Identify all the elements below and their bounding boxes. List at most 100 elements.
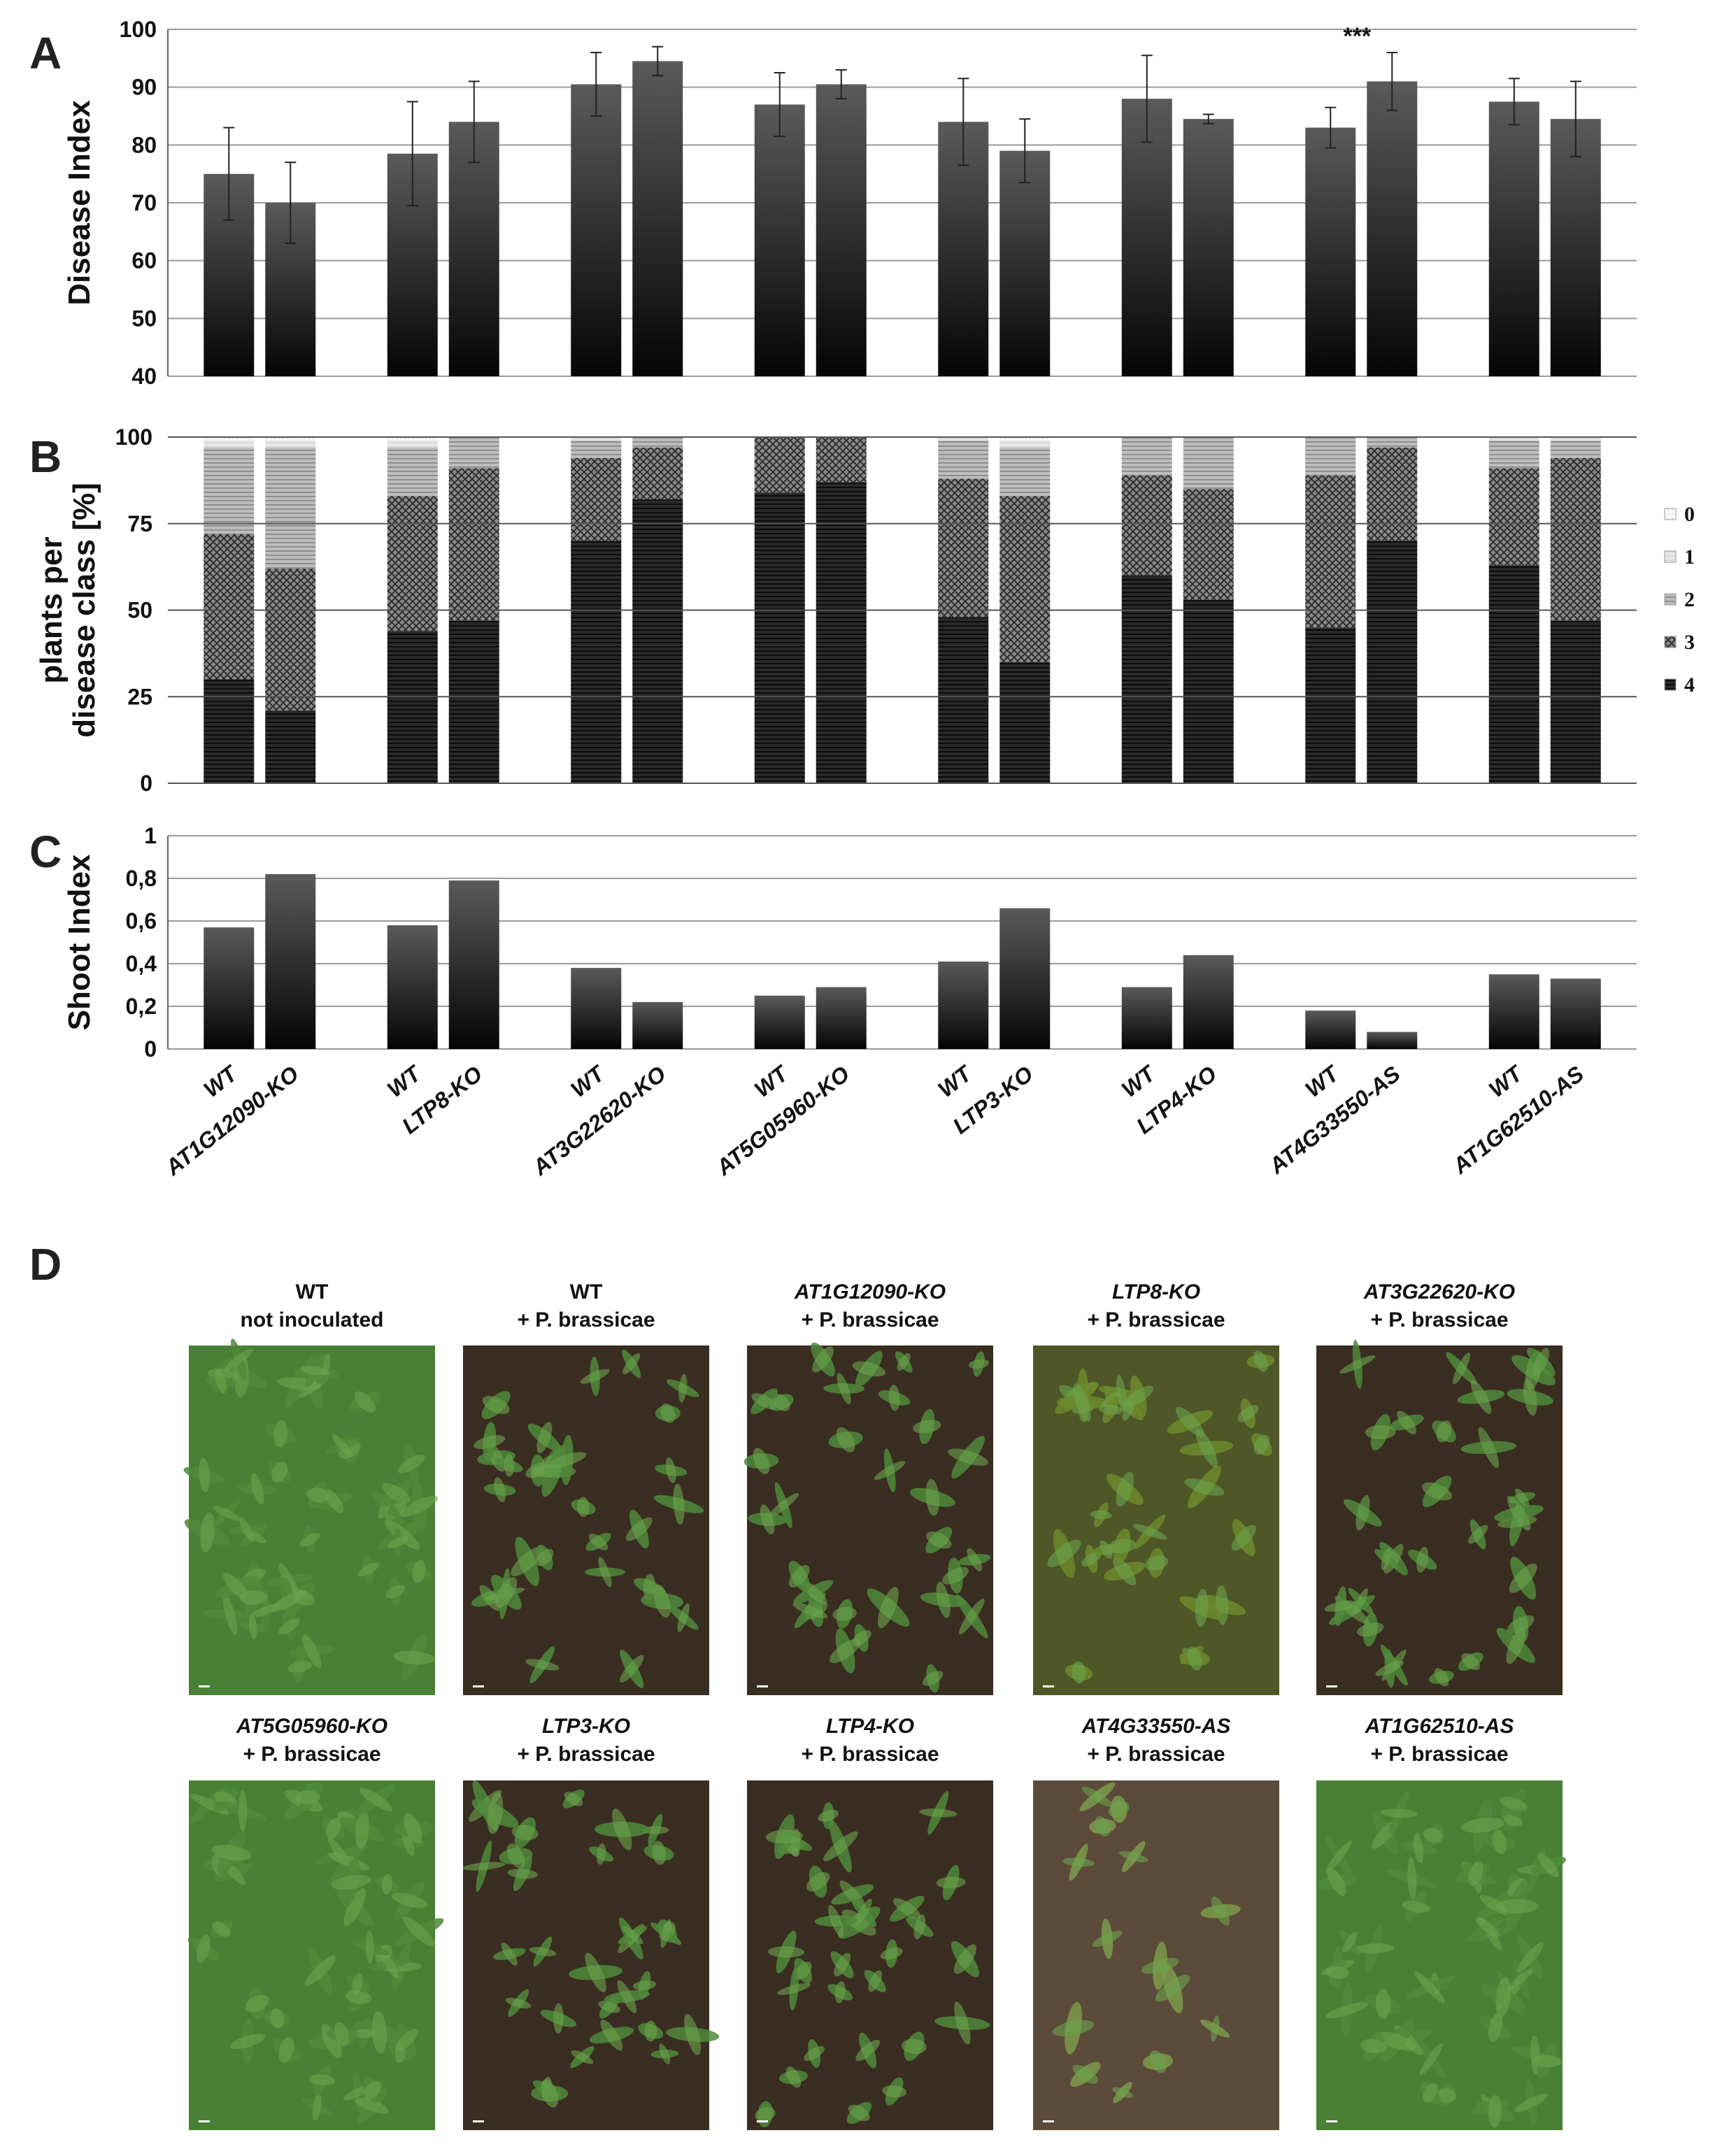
leaf-mark xyxy=(755,2107,776,2122)
chart-b-tick-label: 50 xyxy=(127,598,152,623)
leaf-mark xyxy=(677,1603,690,1632)
leaf-mark xyxy=(788,1565,810,1588)
leaf-mark xyxy=(612,1808,632,1850)
photo-title-line2: + P. brassicae xyxy=(1370,1308,1508,1332)
leaf-mark xyxy=(248,1614,257,1639)
leaf-mark xyxy=(1195,1588,1209,1627)
leaf-mark xyxy=(832,1606,857,1621)
chart-b-bar-segment-class-1 xyxy=(938,437,989,441)
chart-b-bar-segment-class-2 xyxy=(1488,440,1539,469)
scale-bar xyxy=(757,2120,768,2122)
chart-c-bar xyxy=(938,961,989,1049)
chart-b-tick-label: 100 xyxy=(115,424,152,450)
chart-b-tick-label: 0 xyxy=(140,771,152,796)
leaf-mark xyxy=(308,2074,335,2086)
leaf-mark xyxy=(296,1790,320,1805)
chart-c-bar xyxy=(204,927,255,1049)
chart-b-stacked-bars xyxy=(204,437,1601,783)
leaf-mark xyxy=(321,2024,342,2059)
leaf-mark xyxy=(1537,1852,1559,1878)
chart-b-bar-segment-class-0 xyxy=(999,437,1051,441)
photo-title-line1: AT3G22620-KO xyxy=(1363,1280,1515,1304)
leaf-mark xyxy=(1353,1588,1369,1615)
leaf-mark xyxy=(1509,1563,1537,1593)
leaf-mark xyxy=(1101,1391,1120,1408)
chart-b-bar-segment-class-2 xyxy=(571,440,622,458)
leaf-mark xyxy=(394,2028,418,2052)
leaf-mark xyxy=(792,1602,828,1619)
chart-b-grid xyxy=(168,436,1637,784)
leaf-mark xyxy=(880,1947,903,1960)
leaf-mark xyxy=(387,1536,408,1548)
leaf-mark xyxy=(300,1366,330,1376)
leaf-mark xyxy=(535,1548,554,1566)
leaf-mark xyxy=(1123,1385,1153,1408)
leaf-mark xyxy=(897,1352,911,1371)
leaf-mark xyxy=(250,1473,264,1505)
photo-title-line1: WT xyxy=(296,1280,329,1304)
chart-c-bar xyxy=(1367,1031,1418,1049)
leaf-mark xyxy=(1342,1932,1358,1953)
chart-b-legend-label: 1 xyxy=(1684,545,1695,569)
leaf-mark xyxy=(954,2001,971,2045)
leaf-mark xyxy=(868,1970,883,1992)
leaf-mark xyxy=(753,1448,770,1475)
leaf-mark xyxy=(855,2039,880,2062)
leaf-mark xyxy=(1495,1977,1511,2018)
chart-b-bar-segment-class-4 xyxy=(1121,576,1172,783)
chart-b-bar-segment-class-0 xyxy=(265,437,316,441)
photo-title-line1: LTP4-KO xyxy=(826,1715,914,1738)
leaf-mark xyxy=(1095,1816,1111,1837)
leaf-mark xyxy=(199,1457,211,1493)
scale-bar xyxy=(199,2120,210,2122)
chart-a-bar xyxy=(816,84,867,377)
panel-letter-c: C xyxy=(29,827,62,877)
chart-b-bar-segment-class-4 xyxy=(1367,541,1418,783)
leaf-mark xyxy=(1523,1378,1537,1416)
chart-b-bar-segment-class-3 xyxy=(265,569,316,711)
chart-b-bar-segment-class-2 xyxy=(387,447,438,497)
leaf-mark xyxy=(1237,1404,1259,1422)
chart-b-bar-segment-class-3 xyxy=(204,534,255,680)
chart-b-legend-swatch xyxy=(1664,636,1677,648)
scale-bar xyxy=(199,1685,210,1687)
chart-b-bar-segment-class-2 xyxy=(204,447,255,534)
chart-c-x-label: WT xyxy=(383,1060,427,1103)
panel-letter-d: D xyxy=(29,1239,62,1290)
leaf-mark xyxy=(598,2001,620,2013)
leaf-mark xyxy=(834,1980,846,2004)
leaf-mark xyxy=(334,2022,349,2046)
chart-b-bar-segment-class-2 xyxy=(1183,437,1234,490)
leaf-mark xyxy=(1488,2013,1503,2042)
chart-b-bar-segment-class-1 xyxy=(999,440,1051,448)
chart-b-bar-segment-class-3 xyxy=(1488,468,1539,566)
photo-tile: LTP8-KO + P. brassicae xyxy=(1033,1280,1279,1695)
leaf-mark xyxy=(836,1427,855,1452)
chart-c-bar xyxy=(1121,987,1172,1049)
chart-b-tick-label: 75 xyxy=(127,511,152,536)
leaf-mark xyxy=(768,1492,799,1518)
leaf-mark xyxy=(1113,1557,1137,1586)
leaf-mark xyxy=(751,1393,777,1410)
chart-a-tick-label: 50 xyxy=(131,306,157,331)
leaf-mark xyxy=(239,1590,268,1605)
leaf-mark xyxy=(354,1391,376,1413)
leaf-mark xyxy=(1108,1801,1130,1818)
leaf-mark xyxy=(632,1980,657,1990)
leaf-mark xyxy=(1423,2083,1438,2103)
leaf-mark xyxy=(269,2008,285,2029)
leaf-mark xyxy=(271,1461,288,1483)
leaf-mark xyxy=(299,1532,320,1548)
chart-a-bar xyxy=(1550,119,1601,376)
leaf-mark xyxy=(401,1829,415,1857)
chart-a-tick-label: 100 xyxy=(120,17,157,42)
leaf-mark xyxy=(1461,1652,1481,1671)
leaf-mark xyxy=(501,1942,518,1966)
photo-tile: WT + P. brassicae xyxy=(463,1280,709,1695)
leaf-mark xyxy=(278,1563,299,1597)
leaf-mark xyxy=(548,1452,587,1469)
photo-title-line1: WT xyxy=(570,1280,603,1304)
leaf-mark xyxy=(1376,1989,1391,2019)
leaf-mark xyxy=(901,2039,927,2054)
